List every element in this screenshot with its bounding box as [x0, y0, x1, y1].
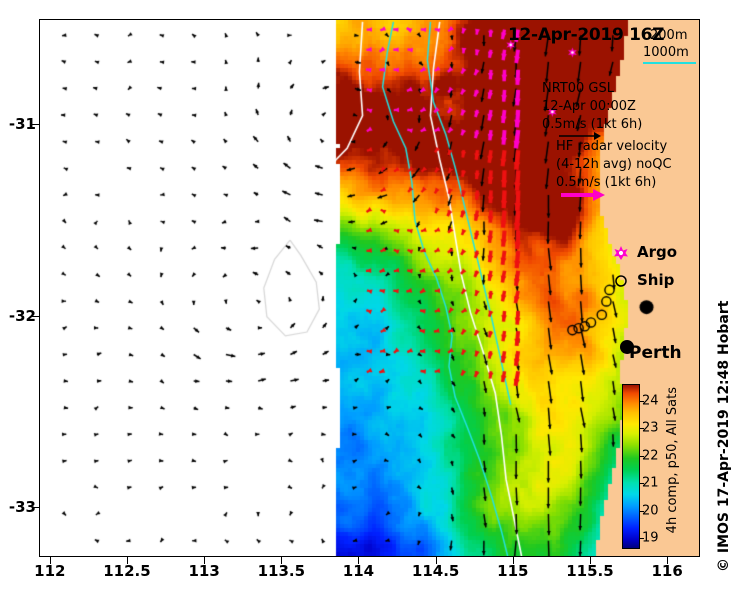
x-tick-mark	[589, 557, 591, 564]
model-legend-line3: 0.5m/s (1kt 6h)	[542, 117, 643, 132]
colorbar	[622, 384, 640, 549]
x-tick-mark	[667, 557, 669, 564]
colorbar-tick-mark	[639, 538, 644, 539]
y-tick-label: -33	[8, 498, 36, 517]
colorbar-tick-label: 19	[642, 530, 659, 546]
colorbar-tick-mark	[639, 400, 644, 402]
colorbar-tick-mark	[639, 428, 644, 429]
x-tick-mark	[358, 557, 360, 564]
y-tick-mark	[32, 507, 39, 509]
colorbar-gradient	[623, 385, 639, 548]
model-legend-line2: 12-Apr 00:00Z	[542, 99, 636, 114]
x-tick-label: 116	[651, 562, 683, 580]
model-current-legend: NRT00 GSL 12-Apr 00:00Z 0.5m/s (1kt 6h)	[542, 80, 642, 134]
x-tick-label: 112	[34, 562, 66, 580]
hf-legend-line2: (4-12h avg) noQC	[556, 157, 672, 172]
model-arrow-icon	[559, 132, 601, 140]
x-tick-mark	[126, 557, 128, 564]
x-tick-label: 114.5	[411, 562, 460, 580]
map-panel[interactable]	[39, 19, 700, 557]
colorbar-tick-label: 21	[642, 475, 659, 491]
x-tick-label: 113	[188, 562, 220, 580]
x-tick-label: 113.5	[257, 562, 306, 580]
y-tick-mark	[32, 124, 39, 126]
x-tick-label: 112.5	[103, 562, 151, 580]
hf-radar-legend: HF radar velocity (4-12h avg) noQC 0.5m/…	[556, 138, 672, 192]
model-legend-line1: NRT00 GSL	[542, 81, 614, 96]
colorbar-title: 4h comp, p50, All Sats	[665, 387, 680, 534]
colorbar-tick-label: 24	[642, 393, 659, 408]
hf-legend-line3: 0.5m/s (1kt 6h)	[556, 175, 657, 190]
hf-radar-arrow-icon	[561, 189, 605, 201]
hf-legend-line1: HF radar velocity	[556, 139, 668, 154]
argo-legend-label: Argo	[637, 243, 678, 261]
y-tick-label: -31	[8, 115, 36, 134]
x-tick-mark	[204, 557, 206, 564]
x-tick-mark	[281, 557, 283, 564]
colorbar-tick-mark	[639, 483, 644, 484]
colorbar-tick-mark	[639, 455, 644, 457]
argo-marker-icon	[614, 246, 628, 260]
isobath-1000m-swatch	[643, 62, 696, 64]
ship-legend-label: Ship	[637, 271, 675, 289]
isobath-200m-label: 200m	[650, 28, 688, 43]
ship-marker-icon	[615, 275, 627, 287]
perth-city-label: Perth	[629, 343, 682, 363]
perth-city-dot	[620, 340, 634, 354]
current-vectors-layer	[40, 20, 699, 556]
colorbar-tick-label: 22	[642, 448, 659, 463]
x-tick-label: 114	[342, 562, 375, 580]
x-tick-mark	[49, 557, 51, 564]
y-tick-label: -32	[8, 306, 36, 325]
colorbar-tick-label: 20	[642, 503, 659, 518]
map-title-datetime: 12-Apr-2019 16Z	[508, 25, 665, 45]
y-tick-mark	[32, 315, 39, 317]
x-tick-mark	[435, 557, 437, 564]
credit-text: © IMOS 17-Apr-2019 12:48 Hobart	[716, 300, 732, 572]
colorbar-tick-mark	[639, 510, 644, 512]
x-tick-label: 115.5	[566, 562, 614, 580]
x-tick-label: 115	[497, 562, 529, 580]
colorbar-tick-label: 23	[642, 420, 659, 436]
isobath-1000m-label: 1000m	[643, 45, 689, 60]
x-tick-mark	[512, 557, 514, 564]
